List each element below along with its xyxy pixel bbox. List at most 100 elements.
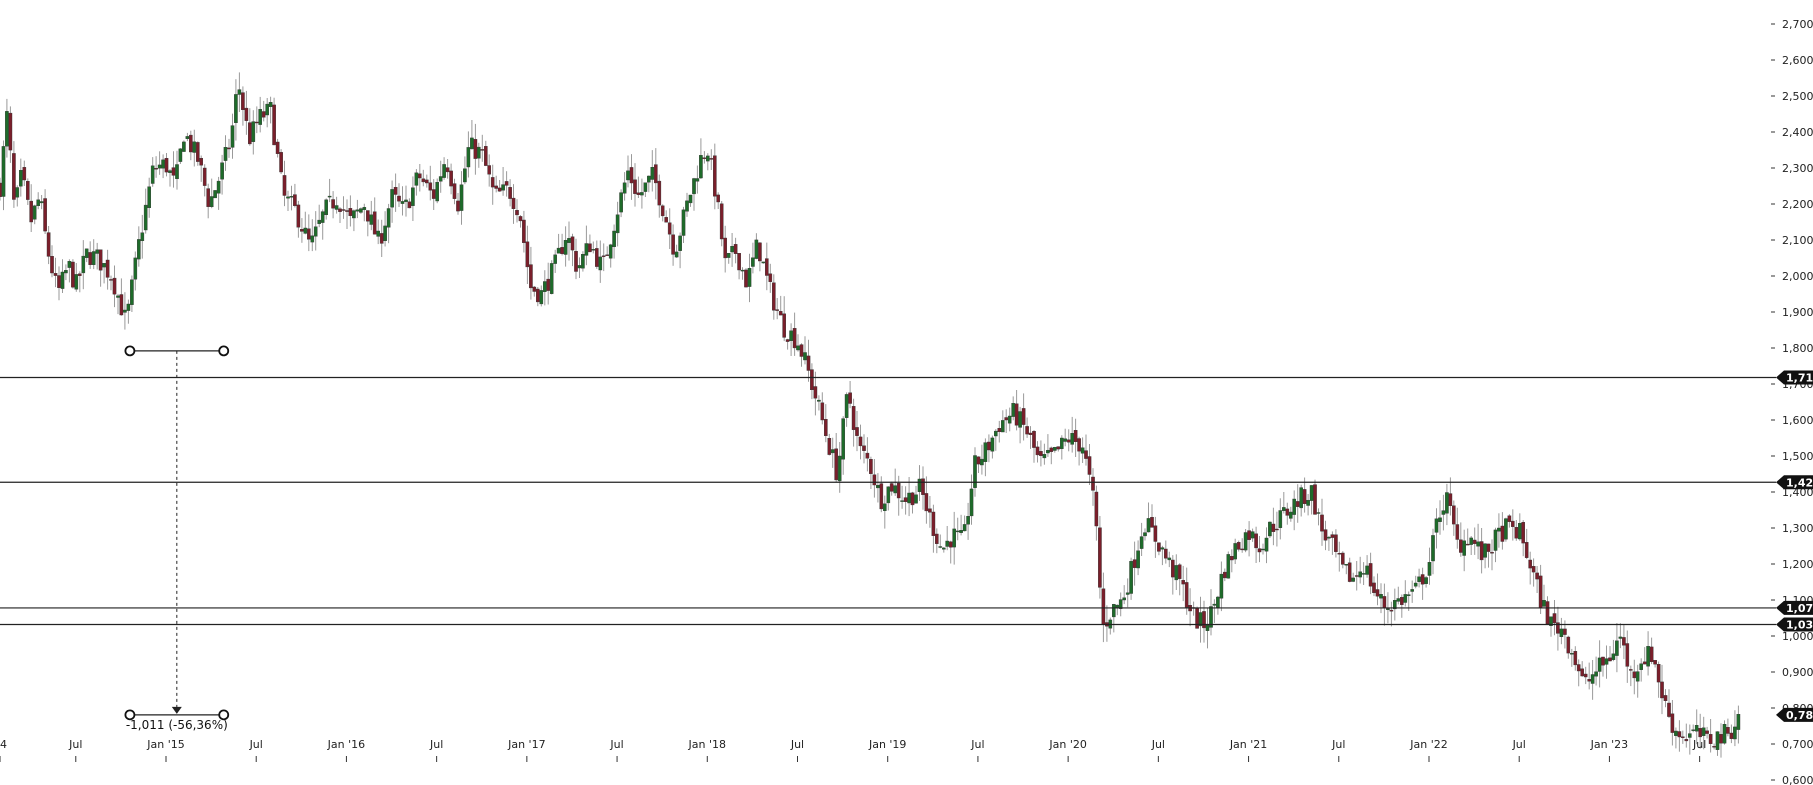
- candle-down: [1028, 432, 1033, 435]
- y-tick-label: 2,700: [1782, 18, 1813, 31]
- candle-up: [1611, 653, 1616, 660]
- x-tick-label: Jan '21: [1229, 738, 1267, 751]
- candle-up: [1542, 600, 1546, 607]
- horizontal-lines-layer[interactable]: [0, 376, 1776, 626]
- candle-up: [577, 265, 582, 269]
- candle-down: [1177, 564, 1182, 579]
- candle-up: [1722, 724, 1727, 744]
- candle-up: [685, 200, 689, 212]
- candle-down: [518, 216, 523, 222]
- candle-up: [383, 225, 387, 241]
- candle-up: [945, 540, 949, 547]
- candle-up: [1042, 454, 1047, 459]
- candle-up: [289, 196, 294, 198]
- candle-down: [497, 187, 502, 192]
- candle-down: [1021, 408, 1026, 425]
- candle-down: [1275, 528, 1279, 531]
- x-tick-label: Jan '18: [688, 738, 726, 751]
- candle-up: [612, 230, 616, 248]
- candle-down: [1347, 562, 1352, 582]
- candle-up: [1250, 531, 1255, 539]
- candle-down: [546, 278, 550, 291]
- y-tick-label: 1,000: [1782, 630, 1813, 643]
- candle-down: [1583, 673, 1588, 678]
- candle-up: [470, 137, 474, 150]
- candle-down: [154, 167, 158, 170]
- candle-down: [872, 474, 877, 486]
- candle-down: [806, 355, 811, 371]
- candle-up: [1476, 541, 1480, 547]
- y-tick-label: 0,600: [1782, 774, 1813, 785]
- candle-down: [928, 508, 932, 513]
- candle-up: [438, 176, 443, 182]
- candle-up: [1417, 576, 1421, 582]
- candle-up: [830, 449, 835, 454]
- measure-handle-3[interactable]: [218, 709, 230, 721]
- candle-down: [778, 311, 783, 316]
- candle-down: [300, 228, 304, 232]
- candle-up: [1674, 730, 1678, 737]
- candle-down: [1538, 575, 1543, 609]
- candle-up: [81, 255, 86, 274]
- candle-up: [1299, 487, 1303, 509]
- y-tick-label: 1,200: [1782, 558, 1813, 571]
- candle-down: [1656, 664, 1661, 683]
- candle-up: [477, 146, 481, 159]
- candle-down: [636, 192, 641, 195]
- candle-down: [43, 198, 47, 232]
- candle-up: [126, 303, 131, 311]
- candle-down: [480, 149, 485, 151]
- candle-down: [338, 208, 342, 212]
- candle-down: [560, 247, 564, 255]
- candle-down: [1684, 739, 1689, 742]
- candle-up: [1646, 646, 1650, 667]
- candle-down: [716, 194, 720, 203]
- measure-label: -1,011 (-56,36%): [126, 718, 228, 732]
- candle-down: [1354, 575, 1359, 577]
- candle-down: [1458, 539, 1463, 553]
- candle-up: [1597, 657, 1602, 672]
- candle-down: [667, 222, 672, 235]
- candle-down: [1039, 451, 1043, 456]
- candle-up: [563, 239, 568, 255]
- candle-down: [109, 279, 113, 281]
- measure-handle-1[interactable]: [218, 345, 230, 357]
- x-tick-label: Jul: [609, 738, 623, 751]
- y-tick-label: 2,400: [1782, 126, 1813, 139]
- candle-down: [71, 261, 75, 288]
- candle-down: [1091, 476, 1095, 491]
- candle-up: [650, 166, 655, 180]
- candle-up: [1309, 485, 1314, 501]
- candle-down: [1340, 552, 1345, 565]
- candle-down: [445, 167, 450, 173]
- candle-down: [709, 158, 714, 160]
- measure-arrow-icon: [171, 706, 182, 714]
- candle-down: [261, 111, 266, 118]
- candle-down: [629, 167, 634, 184]
- candle-down: [765, 258, 769, 276]
- y-tick-label: 1,800: [1782, 342, 1813, 355]
- candle-down: [407, 201, 412, 209]
- candle-down: [588, 243, 592, 253]
- candle-up: [1639, 663, 1643, 671]
- candle-down: [1451, 505, 1456, 525]
- candle-up: [501, 184, 505, 191]
- candle-down: [1479, 541, 1484, 561]
- candle-down: [1528, 559, 1532, 569]
- measure-handle-2[interactable]: [124, 709, 136, 721]
- candle-up: [60, 271, 65, 289]
- candle-down: [1320, 514, 1324, 532]
- candle-up: [688, 194, 693, 204]
- candle-down: [1563, 628, 1567, 635]
- measure-tool[interactable]: -1,011 (-56,36%): [124, 345, 230, 732]
- candle-up: [626, 170, 630, 181]
- candle-up: [1122, 597, 1126, 601]
- candle-up: [1018, 411, 1022, 428]
- candle-up: [1392, 600, 1397, 610]
- candle-down: [848, 392, 852, 404]
- measure-handle-0[interactable]: [124, 345, 136, 357]
- candle-up: [459, 184, 464, 211]
- candle-up: [1327, 536, 1331, 539]
- candle-up: [726, 252, 731, 258]
